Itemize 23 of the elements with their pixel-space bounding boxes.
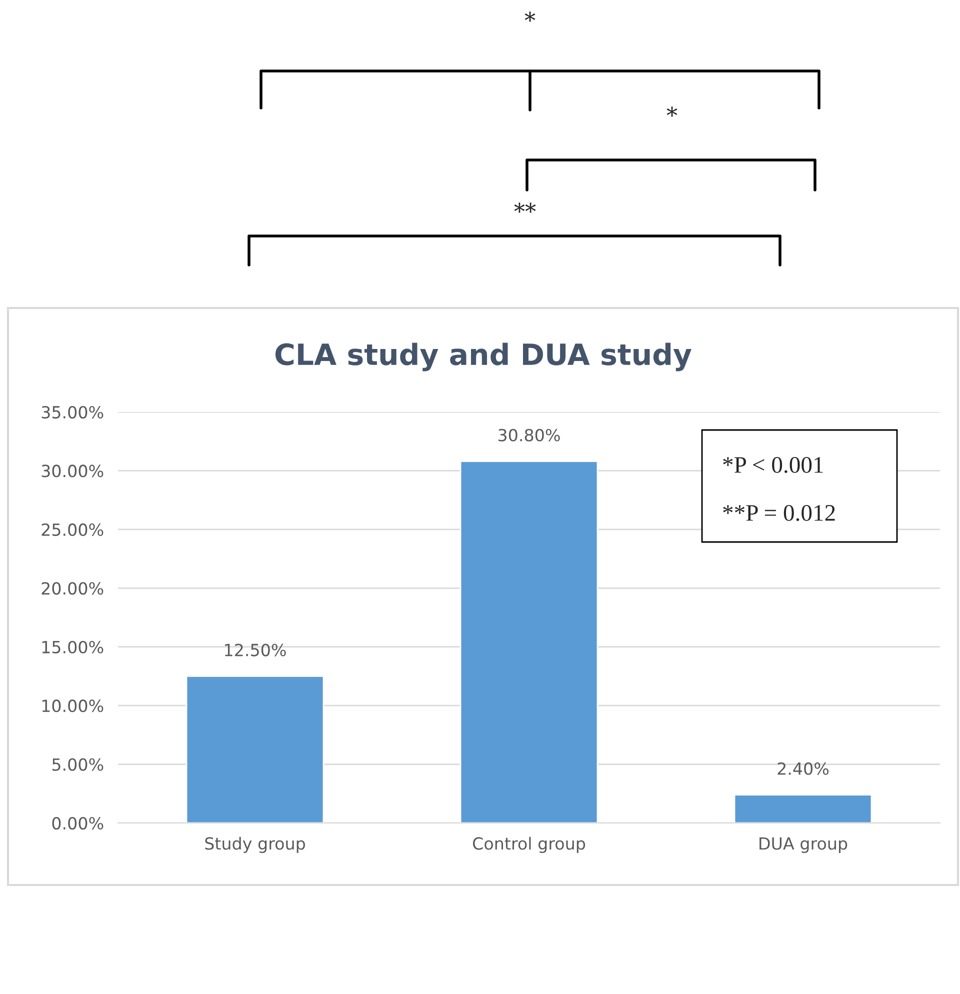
y-tick-label: 5.00% <box>52 758 104 771</box>
bar <box>460 460 598 823</box>
bar <box>734 794 872 823</box>
bar <box>186 676 324 823</box>
y-tick-label: 25.00% <box>42 523 104 536</box>
x-tick-label: Control group <box>472 836 586 854</box>
text: * <box>666 106 678 117</box>
chart-title: CLA study and DUA study <box>275 342 692 372</box>
y-tick-label: 30.00% <box>42 464 104 478</box>
y-tick-label: 15.00% <box>42 640 104 654</box>
annotation: **P = 0.012 <box>723 504 835 522</box>
y-tick-label: 10.00% <box>42 700 104 712</box>
x-tick-label: Study group <box>205 836 305 854</box>
data-label: 12.50% <box>225 644 286 656</box>
x-tick-label: DUA group <box>760 837 848 854</box>
y-tick-label: 20.00% <box>42 582 104 595</box>
data-label: 30.80% <box>498 428 560 442</box>
text: ** <box>514 202 536 213</box>
annotation: *P < 0.001 <box>723 456 823 474</box>
y-tick-label: 0.00% <box>52 816 104 830</box>
y-tick-label: 35.00% <box>42 406 104 419</box>
text: * <box>524 12 536 22</box>
data-label: 2.40% <box>778 762 829 775</box>
